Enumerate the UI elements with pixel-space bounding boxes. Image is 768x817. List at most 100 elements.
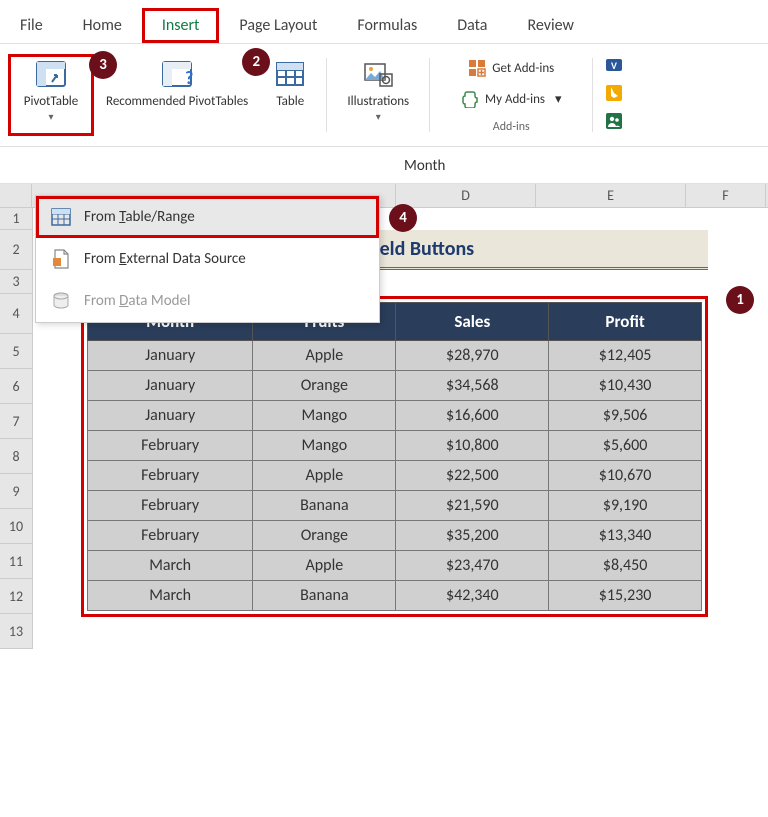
cell-month[interactable]: January xyxy=(88,401,253,431)
cell-fruits[interactable]: Orange xyxy=(253,371,396,401)
tab-page-layout[interactable]: Page Layout xyxy=(219,8,337,43)
select-all-corner[interactable] xyxy=(0,184,32,207)
chevron-down-icon: ▾ xyxy=(376,110,381,123)
cell-sales[interactable]: $23,470 xyxy=(396,551,549,581)
cell-month[interactable]: March xyxy=(88,581,253,611)
my-addins-label: My Add-ins xyxy=(485,92,545,107)
cell-fruits[interactable]: Apple xyxy=(253,551,396,581)
illustrations-icon xyxy=(362,58,394,90)
cell-fruits[interactable]: Banana xyxy=(253,491,396,521)
tab-home[interactable]: Home xyxy=(63,8,142,43)
cell-fruits[interactable]: Mango xyxy=(253,431,396,461)
cell-sales[interactable]: $42,340 xyxy=(396,581,549,611)
cell-month[interactable]: February xyxy=(88,521,253,551)
addins-group-label: Add-ins xyxy=(442,120,580,134)
row-header-7[interactable]: 7 xyxy=(0,404,32,439)
row-header-9[interactable]: 9 xyxy=(0,474,32,509)
cell-profit[interactable]: $12,405 xyxy=(549,341,702,371)
tab-review[interactable]: Review xyxy=(507,8,594,43)
cell-profit[interactable]: $13,340 xyxy=(549,521,702,551)
pivottable-button[interactable]: PivotTable ▾ 3 xyxy=(8,54,94,136)
table-row: JanuaryOrange$34,568$10,430 xyxy=(88,371,702,401)
cell-sales[interactable]: $22,500 xyxy=(396,461,549,491)
table-row: JanuaryMango$16,600$9,506 xyxy=(88,401,702,431)
illustrations-button[interactable]: Illustrations ▾ xyxy=(333,54,423,136)
row-header-6[interactable]: 6 xyxy=(0,369,32,404)
row-header-10[interactable]: 10 xyxy=(0,509,32,544)
from-external-icon xyxy=(50,248,72,270)
from-table-range-item[interactable]: From Table/Range 4 xyxy=(36,196,379,238)
tab-insert[interactable]: Insert xyxy=(142,8,220,43)
my-addins-icon xyxy=(461,90,479,108)
cell-sales[interactable]: $28,970 xyxy=(396,341,549,371)
cell-sales[interactable]: $35,200 xyxy=(396,521,549,551)
row-header-12[interactable]: 12 xyxy=(0,579,32,614)
cell-profit[interactable]: $8,450 xyxy=(549,551,702,581)
col-header-d[interactable]: D xyxy=(396,184,536,207)
cell-fruits[interactable]: Apple xyxy=(253,341,396,371)
cell-fruits[interactable]: Mango xyxy=(253,401,396,431)
cell-fruits[interactable]: Banana xyxy=(253,581,396,611)
row-header-8[interactable]: 8 xyxy=(0,439,32,474)
row-header-13[interactable]: 13 xyxy=(0,614,32,649)
cell-month[interactable]: February xyxy=(88,461,253,491)
cell-profit[interactable]: $10,670 xyxy=(549,461,702,491)
divider xyxy=(326,58,327,132)
cell-sales[interactable]: $10,800 xyxy=(396,431,549,461)
table-row: JanuaryApple$28,970$12,405 xyxy=(88,341,702,371)
cell-sales[interactable]: $21,590 xyxy=(396,491,549,521)
from-table-icon xyxy=(50,206,72,228)
tab-data[interactable]: Data xyxy=(437,8,507,43)
row-header-3[interactable]: 3 xyxy=(0,270,32,294)
ribbon-content: PivotTable ▾ 3 ? Recommended PivotTables… xyxy=(0,44,768,147)
recommended-pivottables-label: Recommended PivotTables xyxy=(106,94,248,110)
cell-month[interactable]: January xyxy=(88,341,253,371)
badge-3: 3 xyxy=(89,51,117,79)
cell-month[interactable]: March xyxy=(88,551,253,581)
data-table: Month Fruits Sales Profit JanuaryApple$2… xyxy=(87,302,702,611)
row-header-1[interactable]: 1 xyxy=(0,208,32,230)
cell-profit[interactable]: $9,506 xyxy=(549,401,702,431)
table-row: FebruaryMango$10,800$5,600 xyxy=(88,431,702,461)
row-headers: 1 2 3 4 5 6 7 8 9 10 11 12 13 xyxy=(0,208,33,649)
row-header-11[interactable]: 11 xyxy=(0,544,32,579)
cell-profit[interactable]: $5,600 xyxy=(549,431,702,461)
tab-file[interactable]: File xyxy=(0,8,63,43)
from-data-model-icon xyxy=(50,290,72,312)
cell-profit[interactable]: $10,430 xyxy=(549,371,702,401)
table-row: FebruaryOrange$35,200$13,340 xyxy=(88,521,702,551)
ribbon-tabs: File Home Insert Page Layout Formulas Da… xyxy=(0,0,768,44)
row-header-2[interactable]: 2 xyxy=(0,230,32,270)
col-header-e[interactable]: E xyxy=(536,184,686,207)
recommended-pivottables-button[interactable]: ? Recommended PivotTables 2 xyxy=(98,54,256,136)
formula-bar: B Month xyxy=(0,149,768,184)
cell-profit[interactable]: $15,230 xyxy=(549,581,702,611)
cell-month[interactable]: February xyxy=(88,431,253,461)
divider xyxy=(429,58,430,132)
cell-month[interactable]: January xyxy=(88,371,253,401)
get-addins-icon xyxy=(468,59,486,77)
pivottable-icon xyxy=(35,58,67,90)
cell-sales[interactable]: $34,568 xyxy=(396,371,549,401)
badge-4: 4 xyxy=(389,204,417,232)
cell-profit[interactable]: $9,190 xyxy=(549,491,702,521)
cell-sales[interactable]: $16,600 xyxy=(396,401,549,431)
tab-formulas[interactable]: Formulas xyxy=(337,8,437,43)
from-external-item[interactable]: From External Data Source xyxy=(36,238,379,280)
get-addins-button[interactable]: Get Add-ins xyxy=(462,56,560,80)
cell-month[interactable]: February xyxy=(88,491,253,521)
people-icon[interactable] xyxy=(605,112,623,134)
data-table-selection: Month Fruits Sales Profit JanuaryApple$2… xyxy=(81,296,708,617)
svg-text:V: V xyxy=(611,59,617,72)
table-row: FebruaryBanana$21,590$9,190 xyxy=(88,491,702,521)
my-addins-button[interactable]: My Add-ins ▾ xyxy=(455,87,568,111)
row-header-4[interactable]: 4 xyxy=(0,294,32,334)
table-label: Table xyxy=(276,94,304,110)
extra-icons: V xyxy=(599,54,629,136)
row-header-5[interactable]: 5 xyxy=(0,334,32,369)
visio-icon[interactable]: V xyxy=(605,56,623,78)
cell-fruits[interactable]: Orange xyxy=(253,521,396,551)
col-header-f[interactable]: F xyxy=(686,184,766,207)
cell-fruits[interactable]: Apple xyxy=(253,461,396,491)
bing-icon[interactable] xyxy=(605,84,623,106)
